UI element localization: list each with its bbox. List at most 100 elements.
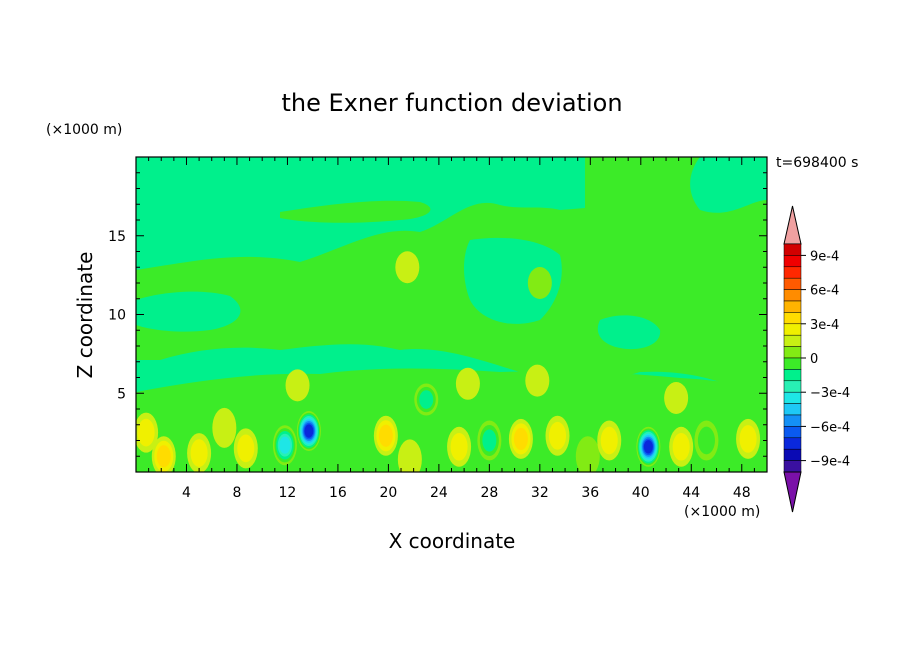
- colorbar-bin: [783, 289, 802, 302]
- colorbar-bin: [783, 300, 802, 313]
- colorbar-tick-label: −9e-4: [810, 455, 850, 470]
- field-feature: [397, 439, 422, 472]
- colorbar-tick-label: 3e-4: [810, 318, 839, 333]
- field-contour: [279, 436, 291, 454]
- field-contour: [304, 424, 314, 438]
- colorbar-bottom-arrow: [783, 471, 802, 513]
- colorbar-bin: [783, 243, 802, 256]
- field-region-slight-negative-2: [136, 291, 241, 332]
- field-contour: [455, 367, 480, 400]
- colorbar-top-arrow: [783, 205, 802, 245]
- colorbar-bin: [783, 369, 802, 382]
- colorbar-bin: [783, 266, 802, 279]
- colorbar-bin: [783, 460, 802, 473]
- colorbar-bin: [783, 334, 802, 347]
- y-tick-label: 10: [108, 308, 126, 324]
- x-tick-label: 36: [581, 485, 599, 501]
- field-feature: [508, 418, 533, 459]
- field-contour: [697, 426, 715, 455]
- field-contour: [643, 440, 653, 454]
- field-contour: [664, 381, 689, 414]
- field-feature: [395, 251, 420, 284]
- x-tick-label: 28: [480, 485, 498, 501]
- x-tick-label: 44: [682, 485, 700, 501]
- y-axis-label: Z coordinate: [73, 252, 97, 379]
- field-contour: [397, 439, 422, 472]
- colorbar-tick-label: −6e-4: [810, 420, 850, 435]
- field-feature: [455, 367, 480, 400]
- field-contour: [482, 429, 497, 452]
- x-tick-label: 32: [531, 485, 549, 501]
- colorbar-bin: [783, 403, 802, 416]
- field-feature: [447, 426, 472, 467]
- x-tick-label: 48: [733, 485, 751, 501]
- x-unit-label: (×1000 m): [684, 504, 760, 520]
- x-axis-label: X coordinate: [389, 529, 516, 553]
- y-tick-label: 5: [117, 386, 126, 402]
- colorbar-bin: [783, 312, 802, 325]
- field-contour: [190, 439, 208, 467]
- field-contour: [156, 445, 171, 468]
- field-region-slight-negative-1: [464, 237, 562, 324]
- z-unit-label: (×1000 m): [46, 122, 122, 138]
- field-feature: [669, 426, 694, 467]
- field-region-near-zero-wing: [280, 200, 431, 223]
- x-tick-label: 16: [329, 485, 347, 501]
- field-contour: [527, 267, 552, 299]
- colorbar-bin: [783, 323, 802, 336]
- y-tick-label: 15: [108, 229, 126, 245]
- field-contour: [419, 390, 434, 409]
- field-feature: [272, 425, 297, 466]
- field-contour: [525, 364, 550, 397]
- field-contour: [600, 426, 618, 455]
- field-feature: [285, 369, 310, 402]
- field-contour: [513, 427, 528, 451]
- field-contour: [548, 421, 567, 450]
- field-feature: [373, 415, 398, 456]
- field-feature: [525, 364, 550, 397]
- colorbar-tick-label: 0: [810, 352, 818, 367]
- x-tick-label: 40: [632, 485, 650, 501]
- field-feature: [575, 436, 600, 472]
- x-tick-label: 4: [182, 485, 191, 501]
- field-contour: [237, 434, 255, 463]
- field-feature: [545, 415, 570, 456]
- field-feature: [233, 428, 258, 469]
- colorbar-bin: [783, 357, 802, 370]
- field-contour: [672, 432, 690, 461]
- time-label: t=698400 s: [776, 155, 858, 171]
- colorbar-bin: [783, 380, 802, 393]
- chart-title: the Exner function deviation: [281, 89, 622, 117]
- field-contour: [575, 436, 600, 472]
- colorbar-tick-label: 6e-4: [810, 284, 839, 299]
- x-tick-label: 20: [379, 485, 397, 501]
- x-tick-label: 8: [232, 485, 241, 501]
- colorbar-bin: [783, 277, 802, 290]
- field-contour: [137, 418, 155, 447]
- field-feature: [664, 381, 689, 414]
- colorbar-tick-label: −3e-4: [810, 386, 850, 401]
- colorbar-bin: [783, 346, 802, 359]
- colorbar: 9e-4 6e-4 3e-4 0 −3e-4 −6e-4 −9e-4: [783, 205, 850, 513]
- field-feature: [187, 433, 212, 472]
- field-feature: [151, 436, 176, 472]
- field-feature: [136, 412, 159, 453]
- field-feature: [212, 407, 237, 448]
- colorbar-bin: [783, 448, 802, 461]
- colorbar-bin: [783, 255, 802, 268]
- field-contour: [285, 369, 310, 402]
- field-feature: [597, 420, 622, 461]
- field-region-slight-negative-3: [597, 315, 661, 350]
- field-feature: [296, 411, 321, 452]
- colorbar-bin: [783, 391, 802, 404]
- field-feature: [477, 420, 502, 461]
- field-contour: [450, 432, 468, 461]
- colorbar-bin: [783, 426, 802, 439]
- field-contour: [212, 407, 237, 448]
- colorbar-tick-label: 9e-4: [810, 249, 839, 264]
- colorbar-bin: [783, 437, 802, 450]
- field-contour: [378, 424, 393, 447]
